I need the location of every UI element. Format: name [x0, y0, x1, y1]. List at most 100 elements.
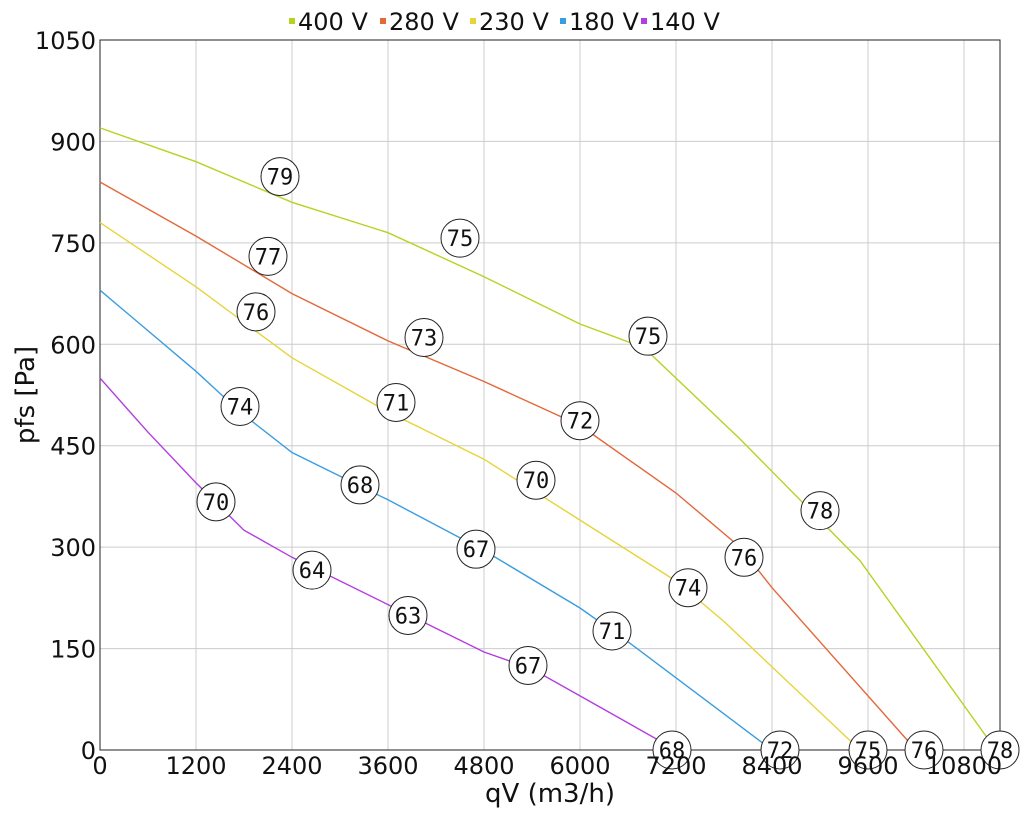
legend-item: 180 V — [560, 8, 639, 36]
y-axis-title: pfs [Pa] — [11, 346, 41, 444]
data-label-value: 72 — [567, 410, 594, 435]
data-label-value: 68 — [659, 739, 686, 764]
data-label-circle — [508, 645, 548, 685]
legend-label: 280 V — [389, 8, 459, 36]
legend-item: 230 V — [470, 8, 549, 36]
legend-swatch — [560, 18, 566, 24]
data-label-value: 64 — [299, 559, 326, 584]
legend-item: 140 V — [641, 8, 720, 36]
data-label-value: 75 — [447, 227, 474, 252]
legend-swatch — [289, 18, 295, 24]
series-line-0 — [99, 127, 997, 751]
series-layer — [99, 127, 997, 751]
data-label-value: 78 — [987, 739, 1014, 764]
y-tick-label: 900 — [50, 128, 96, 156]
x-axis-title: qV (m3/h) — [485, 779, 615, 809]
data-label-value: 76 — [911, 739, 938, 764]
data-label-circle — [456, 529, 496, 569]
data-label-value: 67 — [515, 654, 542, 679]
data-label: 75 — [628, 316, 668, 356]
legend-swatch — [641, 18, 647, 24]
data-label-circle — [848, 730, 888, 770]
x-tick-label: 4800 — [453, 752, 514, 780]
legend-label: 180 V — [569, 8, 639, 36]
data-label-circle — [260, 157, 300, 197]
data-label: 68 — [340, 465, 380, 505]
data-label-circle — [560, 401, 600, 441]
data-label-circle — [980, 730, 1020, 770]
data-label: 78 — [800, 491, 840, 531]
data-label: 67 — [456, 529, 496, 569]
data-label-value: 70 — [523, 469, 550, 494]
data-label-value: 78 — [807, 500, 834, 525]
data-label-value: 77 — [255, 245, 282, 270]
data-label: 72 — [560, 401, 600, 441]
data-label-value: 63 — [395, 604, 422, 629]
data-label-value: 72 — [767, 739, 794, 764]
data-label-circle — [800, 491, 840, 531]
data-label-circle — [236, 292, 276, 332]
x-tick-label: 2400 — [261, 752, 322, 780]
data-label-layer: 79 75 75 78 78 77 73 72 76 76 76 71 70 74 75 74 68 67 71 72… — [196, 157, 1020, 770]
data-label-circle — [628, 316, 668, 356]
data-label-circle — [340, 465, 380, 505]
data-label: 64 — [292, 550, 332, 590]
data-label-circle — [196, 482, 236, 522]
data-label: 77 — [248, 236, 288, 276]
data-label: 76 — [904, 730, 944, 770]
data-label: 72 — [760, 730, 800, 770]
data-label-circle — [388, 595, 428, 635]
data-label: 76 — [724, 537, 764, 577]
y-tick-label: 750 — [50, 230, 96, 258]
data-label-value: 74 — [675, 577, 702, 602]
x-tick-label: 3600 — [357, 752, 418, 780]
data-label-circle — [376, 382, 416, 422]
data-label: 67 — [508, 645, 548, 685]
data-label-value: 71 — [383, 391, 410, 416]
x-tick-label: 7200 — [645, 752, 706, 780]
data-label: 76 — [236, 292, 276, 332]
data-label-circle — [652, 730, 692, 770]
x-tick-label: 0 — [92, 752, 107, 780]
series-line-3 — [99, 289, 773, 751]
data-label-value: 73 — [411, 327, 438, 352]
data-label: 79 — [260, 157, 300, 197]
data-label-value: 75 — [855, 739, 882, 764]
data-label-circle — [440, 218, 480, 258]
data-label: 78 — [980, 730, 1020, 770]
y-tick-label: 0 — [81, 737, 96, 765]
x-tick-label: 10800 — [926, 752, 1002, 780]
data-label-value: 71 — [599, 620, 626, 645]
y-tick-label: 450 — [50, 433, 96, 461]
x-tick-label: 1200 — [165, 752, 226, 780]
y-tick-label: 1050 — [35, 27, 96, 55]
series-line-4 — [99, 377, 677, 751]
y-tick-label: 150 — [50, 636, 96, 664]
legend-item: 400 V — [289, 8, 368, 36]
data-label-value: 76 — [243, 301, 270, 326]
data-label-circle — [724, 537, 764, 577]
data-label-value: 70 — [203, 491, 230, 516]
data-label: 70 — [196, 482, 236, 522]
data-label-circle — [904, 730, 944, 770]
data-label: 73 — [404, 318, 444, 358]
y-tick-label: 600 — [50, 331, 96, 359]
data-label: 75 — [440, 218, 480, 258]
series-line-2 — [99, 222, 861, 751]
data-label: 70 — [516, 460, 556, 500]
data-label: 75 — [848, 730, 888, 770]
data-label-value: 79 — [267, 166, 294, 191]
legend-swatch — [470, 18, 476, 24]
data-label-circle — [220, 386, 260, 426]
data-label-circle — [668, 568, 708, 608]
legend-label: 400 V — [298, 8, 368, 36]
legend-label: 140 V — [650, 8, 720, 36]
data-label: 74 — [220, 386, 260, 426]
data-label: 71 — [592, 611, 632, 651]
x-tick-label: 9600 — [837, 752, 898, 780]
data-label-circle — [516, 460, 556, 500]
y-tick-label: 300 — [50, 534, 96, 562]
data-label-value: 76 — [731, 546, 758, 571]
data-label: 74 — [668, 568, 708, 608]
